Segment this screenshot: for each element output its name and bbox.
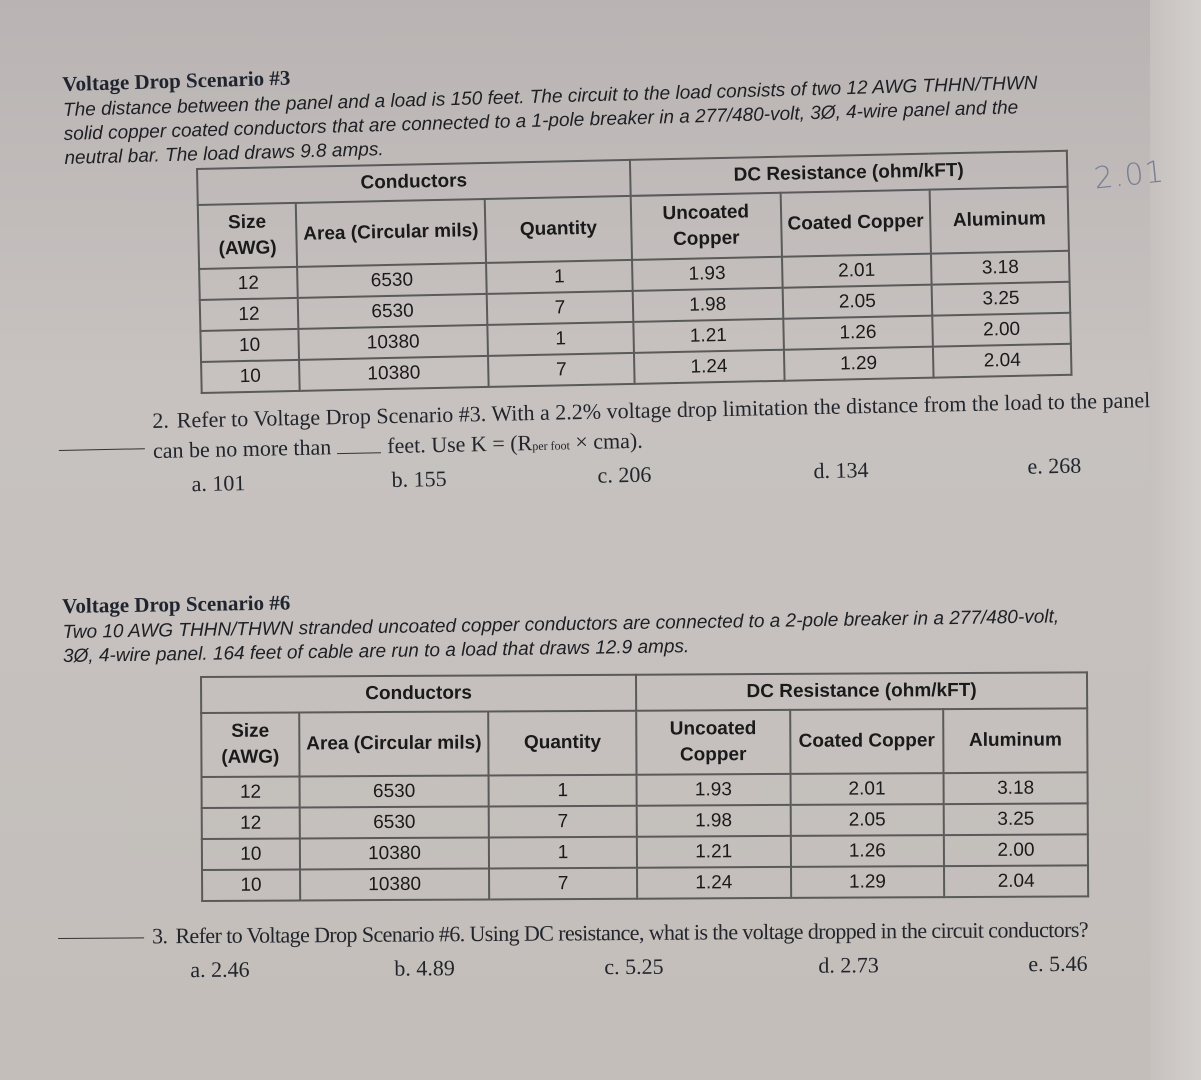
table-cell: 1.98 [632,287,783,322]
table-cell: 10 [201,838,300,870]
table-cell: 10 [200,328,299,362]
choice-b[interactable]: b. 155 [391,465,447,493]
table-cell: 1.26 [782,315,934,350]
table-cell: 1.26 [790,835,945,867]
scenario-3-table: Conductors DC Resistance (ohm/kFT) Size … [196,150,1073,394]
question-number: 3. [152,923,168,949]
answer-blank[interactable] [58,448,145,451]
question-3-choices: a. 2.46 b. 4.89 c. 5.25 d. 2.73 e. 5.46 [190,951,1090,987]
table-cell: 1 [489,836,637,869]
choice-c[interactable]: c. 5.25 [604,953,664,980]
table-cell: 6530 [299,806,490,839]
col-uncoated-copper-header: Uncoated Copper [636,709,791,775]
question-number: 2. [152,407,170,434]
table-cell: 2.01 [790,773,944,805]
table-cell: 2.01 [781,253,932,288]
table-cell: 10 [202,869,300,901]
table-cell: 1.98 [636,804,791,837]
table-cell: 1.29 [783,346,934,381]
table-cell: 10380 [298,355,489,391]
choice-a[interactable]: a. 2.46 [190,956,250,983]
table-cell: 6530 [297,293,488,329]
conductors-group-header: Conductors [201,674,637,713]
table-cell: 7 [488,352,635,387]
choice-d[interactable]: d. 134 [813,457,869,484]
table-cell: 1.24 [633,349,785,384]
subscript-per-foot: per foot [532,438,571,454]
dc-resistance-group-header: DC Resistance (ohm/kFT) [635,672,1088,711]
table-cell: 1 [488,774,637,807]
question-2-text-part1: Refer to Voltage Drop Scenario #3. With … [152,387,1151,464]
scenario-6-table: Conductors DC Resistance (ohm/kFT) Size … [200,671,1089,902]
table-cell: 6530 [299,775,489,808]
table-cell: 2.00 [932,312,1071,347]
col-uncoated-copper-header: Uncoated Copper [630,192,782,260]
choice-e[interactable]: e. 5.46 [1028,950,1088,977]
col-aluminum-header: Aluminum [943,708,1088,774]
table-cell: 1.93 [636,773,791,806]
table-cell: 2.05 [782,284,933,319]
scenario-6-block: Voltage Drop Scenario #6 Two 10 AWG THHN… [62,577,1143,669]
table-cell: 1 [487,321,634,356]
table-cell: 2.05 [790,804,945,836]
col-quantity-header: Quantity [484,195,632,263]
table-cell: 1.21 [633,318,784,353]
table-cell: 12 [199,266,298,300]
table-row: 12 6530 1 1.93 2.01 3.18 [201,772,1088,808]
question-2-text-part2: feet. Use K = (R [386,430,533,459]
table-cell: 6530 [296,262,487,298]
inline-blank[interactable] [337,452,382,455]
choice-b[interactable]: b. 4.89 [394,955,455,981]
table-cell: 1.29 [790,866,945,898]
table-cell: 7 [489,867,638,900]
table-row: 10 10380 7 1.24 1.29 2.04 [202,865,1089,901]
col-size-header: Size (AWG) [197,202,297,269]
col-area-header: Area (Circular mils) [299,711,489,777]
answer-blank[interactable] [58,937,145,939]
table-cell: 3.18 [943,772,1088,805]
table-cell: 1.21 [636,835,791,868]
table-cell: 3.18 [931,250,1070,285]
table-cell: 7 [488,805,637,838]
choice-d[interactable]: d. 2.73 [818,952,879,978]
question-3-text-body: Refer to Voltage Drop Scenario #6. Using… [175,916,1089,949]
table-cell: 10 [201,359,300,393]
table-cell: 2.00 [944,834,1089,867]
table-row: 12 6530 7 1.98 2.05 3.25 [201,803,1088,839]
col-aluminum-header: Aluminum [929,186,1069,254]
col-quantity-header: Quantity [488,710,637,776]
col-size-header: Size (AWG) [201,712,300,777]
table-cell: 1.24 [636,866,791,899]
table-row: 10 10380 1 1.21 1.26 2.00 [201,834,1089,870]
choice-e[interactable]: e. 268 [1027,452,1082,479]
table-cell: 10380 [298,324,489,360]
choice-c[interactable]: c. 206 [597,461,652,488]
table-cell: 2.04 [944,865,1089,898]
question-3: 3. Refer to Voltage Drop Scenario #6. Usi… [58,914,1178,982]
table-cell: 1 [486,259,633,294]
table-cell: 12 [201,776,300,808]
question-2-text-part3: × cma). [569,427,643,455]
table-cell: 3.25 [943,803,1088,836]
table-cell: 7 [486,290,634,325]
question-3-text: 3. Refer to Voltage Drop Scenario #6. Usi… [152,914,1182,951]
table-cell: 10380 [299,837,490,870]
table-cell: 10380 [299,868,490,901]
choice-a[interactable]: a. 101 [191,470,246,497]
col-coated-copper-header: Coated Copper [780,189,932,257]
col-coated-copper-header: Coated Copper [789,709,944,774]
table-cell: 3.25 [931,281,1071,316]
table-cell: 12 [199,297,299,331]
col-area-header: Area (Circular mils) [295,198,487,267]
page-edge [1150,0,1201,1080]
table-cell: 1.93 [631,256,783,291]
table-cell: 2.04 [933,343,1072,378]
handwritten-note: 2.01 [1092,154,1167,197]
table-cell: 12 [201,807,300,839]
